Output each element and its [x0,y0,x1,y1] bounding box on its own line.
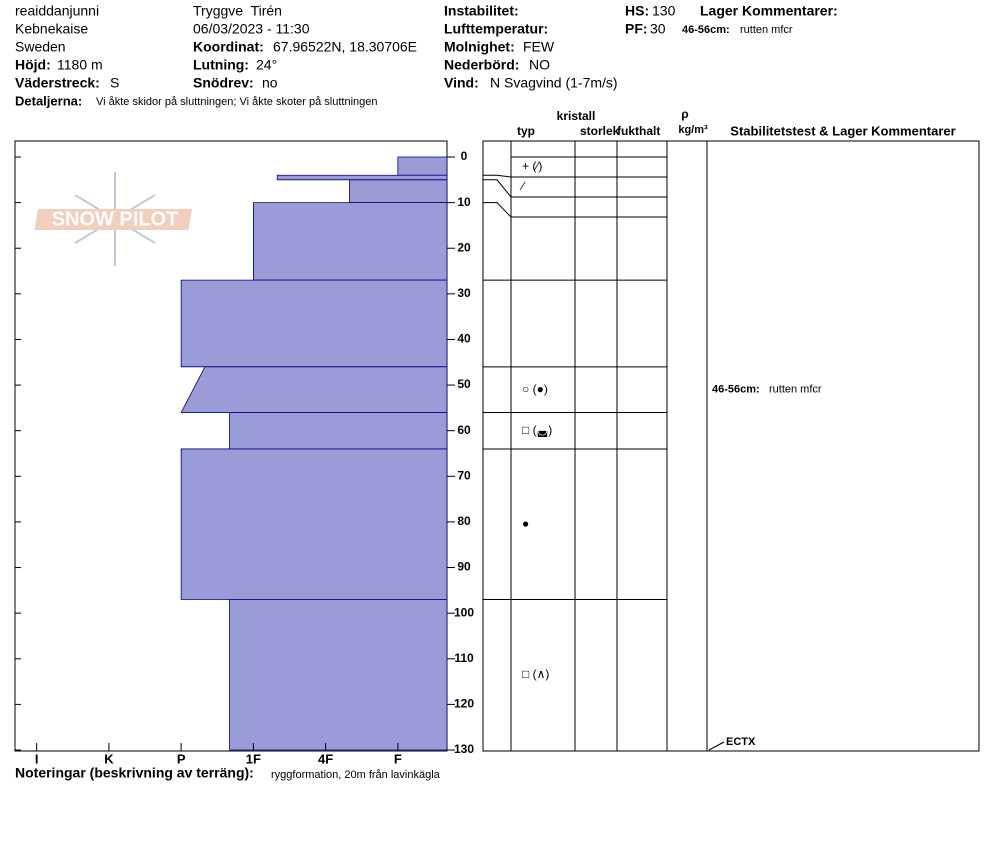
value: rutten mfcr [740,24,793,36]
value: N Svagvind (1-7m/s) [490,75,618,91]
hardness-bar [180,279,448,368]
label: HS: [625,3,649,19]
label: Lager Kommentarer: [700,3,838,19]
country: Sweden [15,39,66,55]
label: Väderstreck: [15,75,100,91]
hardness-bar [252,202,448,281]
grain-type: ∕ [519,179,526,193]
table-frame [482,140,980,752]
depth-label: 0 [461,149,468,163]
location: Kebnekaise [15,21,88,37]
depth-label: 110 [454,651,474,665]
value: FEW [523,39,555,55]
site: reaiddanjunni [15,3,99,19]
column-header: kristall [557,109,596,123]
value: Vi åkte skidor på sluttningen; Vi åkte s… [96,96,378,108]
hardness-bar [397,156,448,176]
hardness-bar [276,174,448,181]
column-header: storlek [580,124,620,138]
hardness-label: P [177,751,186,766]
label: Lutning: [193,57,249,73]
grain-type: □ (∧) [522,667,549,681]
grain-type: ● [522,516,529,530]
test-label: ECTX [726,736,756,748]
label: Lufttemperatur: [444,21,548,37]
grain-type: + (∕) [522,159,542,173]
grain-type: □ (◛) [522,423,552,437]
value: no [262,75,278,91]
grain-type: ○ (●) [522,382,548,396]
hardness-bar [229,599,448,751]
hardness-label: 1F [246,751,261,766]
label: Koordinat: [193,39,264,55]
value: 130 [652,3,676,19]
value: NO [529,57,550,73]
label: Instabilitet: [444,3,519,19]
value: 67.96522N, 18.30706E [273,39,417,55]
logo-text: SNOW PILOT [52,208,179,230]
label: PF: [625,21,648,37]
hardness-label: I [35,751,39,766]
depth-label: 130 [454,742,474,756]
logo: SNOW PILOT [34,172,193,266]
value: 24° [256,57,277,73]
column-header: Stabilitetstest & Lager Kommentarer [730,123,955,138]
layer-connector [483,174,512,178]
column-header: kg/m³ [678,124,708,136]
label: Molnighet: [444,39,515,55]
depth-label: 100 [454,605,474,619]
datetime: 06/03/2023 - 11:30 [193,21,310,37]
hardness-label: 4F [318,751,333,766]
notes-label: Noteringar (beskrivning av terräng): [15,765,254,781]
depth-label: 120 [454,697,474,711]
label: Detaljerna: [15,93,82,108]
hardness-bar [349,179,448,204]
observer: Tryggve Tirén [193,3,282,19]
test-arrow [708,741,725,751]
depth-label: 30 [457,286,471,300]
hardness-label: F [394,751,402,766]
table-columns [510,141,708,751]
depth-label: 80 [457,514,471,528]
layer-connector [483,179,512,198]
column-header: ρ [681,107,688,121]
depth-label: 20 [457,240,471,254]
label: Nederbörd: [444,57,519,73]
comment-text: rutten mfcr [769,384,822,396]
column-header: typ [517,124,535,138]
depth-label: 10 [457,195,471,209]
value: S [110,75,119,91]
depth-label: 40 [457,332,471,346]
label: Snödrev: [193,75,254,91]
notes-value: ryggformation, 20m från lavinkägla [271,769,441,781]
depth-label: 50 [457,377,471,391]
hardness-label: K [104,751,114,766]
depth-label: 90 [457,560,471,574]
label: 46-56cm: [682,24,730,36]
label: Höjd: [15,57,51,73]
depth-label: 60 [457,423,471,437]
column-header: fukthalt [617,124,660,138]
depth-label: 70 [457,468,471,482]
hardness-bar [229,412,448,450]
hardness-bar [180,366,448,413]
layer-connector [483,202,512,218]
hardness-bar [180,448,448,600]
comment-label: 46-56cm: [712,384,760,396]
value: 1180 m [57,57,103,73]
value: 30 [650,21,666,37]
label: Vind: [444,75,479,91]
